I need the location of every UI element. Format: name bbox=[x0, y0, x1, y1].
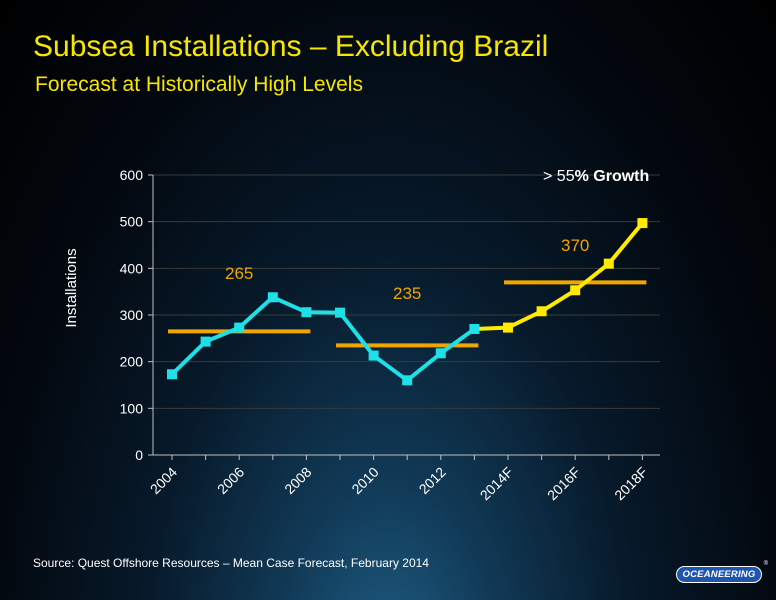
data-point-historical bbox=[368, 350, 379, 361]
data-point-historical bbox=[469, 324, 480, 334]
x-tick-label: 2014F bbox=[477, 464, 516, 503]
y-tick-label: 600 bbox=[120, 167, 144, 183]
chart-labels: 0 100 200 300 400 500 600 2004 2006 2008 2010 2012 2… bbox=[120, 167, 651, 503]
data-point-historical bbox=[335, 307, 345, 318]
x-tick-label: 2012 bbox=[416, 464, 449, 497]
average-label: 370 bbox=[561, 236, 589, 255]
y-tick-label: 400 bbox=[120, 260, 144, 276]
data-point-forecast bbox=[570, 285, 581, 296]
x-tick-label: 2008 bbox=[281, 464, 314, 497]
source-note: Source: Quest Offshore Resources – Mean … bbox=[33, 556, 429, 570]
data-point-historical bbox=[234, 322, 245, 333]
oceaneering-logo: OCEANEERING ® bbox=[676, 561, 768, 583]
logo-text: OCEANEERING bbox=[682, 569, 756, 580]
y-tick-label: 200 bbox=[120, 354, 144, 370]
chart-axes bbox=[148, 174, 660, 460]
data-point-historical bbox=[200, 336, 211, 347]
data-point-historical bbox=[301, 307, 312, 318]
x-tick-label: 2010 bbox=[348, 464, 381, 497]
slide-subtitle: Forecast at Historically High Levels bbox=[35, 73, 363, 96]
growth-annotation: > 55% Growth bbox=[543, 168, 649, 185]
data-point-forecast bbox=[503, 322, 513, 333]
series-line-historical bbox=[170, 295, 476, 383]
y-tick-label: 0 bbox=[135, 447, 143, 463]
data-point-forecast bbox=[637, 218, 648, 229]
data-point-historical bbox=[435, 348, 446, 359]
x-tick-label: 2016F bbox=[544, 464, 583, 503]
chart-series bbox=[167, 218, 648, 386]
y-tick-label: 500 bbox=[120, 214, 144, 230]
y-axis-title: Installations bbox=[63, 248, 80, 327]
logo-registered-mark: ® bbox=[763, 561, 768, 567]
growth-annotation-bold: % Growth bbox=[575, 168, 650, 185]
growth-annotation-prefix: > 55 bbox=[543, 168, 575, 185]
slide-title: Subsea Installations – Excluding Brazil bbox=[33, 30, 549, 63]
x-tick-label: 2006 bbox=[214, 464, 247, 497]
data-point-historical bbox=[267, 292, 278, 303]
average-label: 235 bbox=[393, 284, 421, 303]
data-point-forecast bbox=[536, 306, 547, 317]
average-label: 265 bbox=[225, 264, 253, 283]
data-point-historical bbox=[402, 375, 413, 386]
y-tick-label: 300 bbox=[120, 307, 144, 323]
series-line-forecast bbox=[474, 221, 644, 331]
data-point-historical bbox=[167, 369, 177, 380]
x-tick-label: 2004 bbox=[147, 464, 180, 497]
x-tick-label: 2018F bbox=[611, 464, 650, 503]
data-point-forecast bbox=[603, 258, 614, 269]
y-tick-label: 100 bbox=[120, 400, 144, 416]
chart-gridlines bbox=[153, 174, 660, 409]
